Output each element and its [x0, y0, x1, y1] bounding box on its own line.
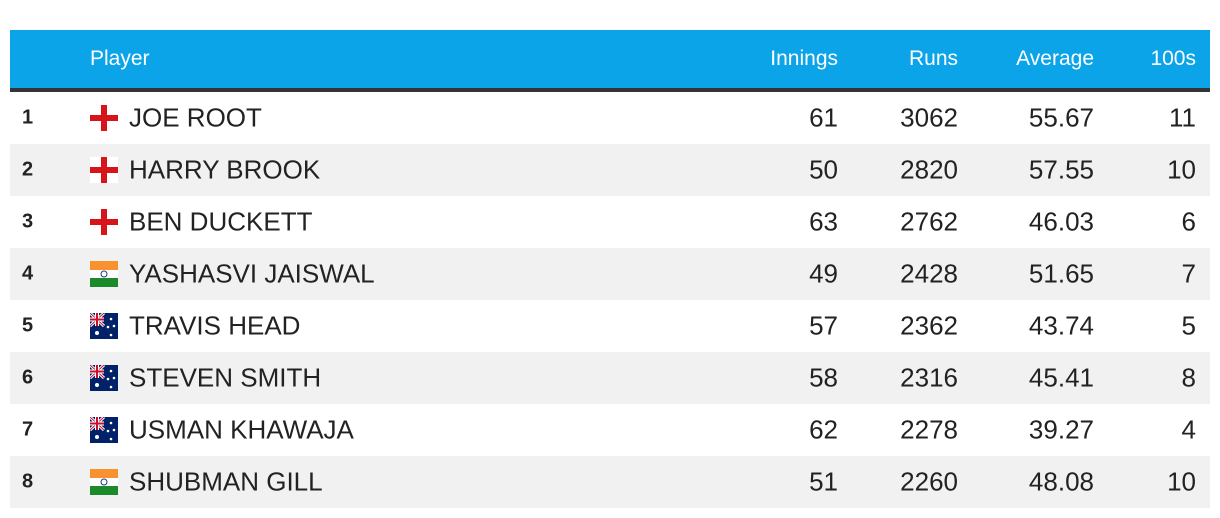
runs: 2820 [900, 154, 958, 185]
table-row: 6 STEVEN SMITH 58 2316 45.41 8 [10, 352, 1210, 404]
hundreds: 7 [1181, 258, 1196, 289]
flag-icon [90, 469, 118, 495]
hundreds: 8 [1181, 362, 1196, 393]
flag-icon [90, 105, 118, 131]
innings: 57 [809, 310, 838, 341]
average: 46.03 [1028, 206, 1094, 237]
runs: 2278 [900, 414, 958, 445]
hundreds: 10 [1167, 154, 1196, 185]
rank: 1 [22, 106, 34, 129]
header-cell: Player [90, 47, 150, 70]
player-name: JOE ROOT [129, 102, 262, 133]
table-body: 1 JOE ROOT 61 3062 55.67 11 2 HARRY BROOK 50 2820… [10, 92, 1210, 508]
table-row: 8 SHUBMAN GILL 51 2260 48.08 10 [10, 456, 1210, 508]
flag-icon [90, 313, 118, 339]
innings: 49 [809, 258, 838, 289]
rank: 4 [22, 262, 34, 285]
player-name: USMAN KHAWAJA [129, 414, 354, 445]
runs: 3062 [900, 102, 958, 133]
average: 55.67 [1028, 102, 1094, 133]
hundreds: 6 [1181, 206, 1196, 237]
innings: 51 [809, 466, 838, 497]
flag-icon [90, 417, 118, 443]
header-cell: Runs [908, 47, 958, 70]
runs: 2260 [900, 466, 958, 497]
player-name: STEVEN SMITH [129, 362, 322, 393]
innings: 63 [809, 206, 838, 237]
player-name: YASHASVI JAISWAL [129, 258, 375, 289]
table-row: 2 HARRY BROOK 50 2820 57.55 10 [10, 144, 1210, 196]
runs: 2362 [900, 310, 958, 341]
average: 51.65 [1028, 258, 1094, 289]
average: 45.41 [1028, 362, 1094, 393]
flag-icon [90, 365, 118, 391]
player-name: TRAVIS HEAD [129, 310, 301, 341]
table-row: 1 JOE ROOT 61 3062 55.67 11 [10, 92, 1210, 144]
player-name: HARRY BROOK [129, 154, 321, 185]
table-header: Player Innings Runs Average 100s [10, 30, 1210, 92]
table-row: 4 YASHASVI JAISWAL 49 2428 51.65 7 [10, 248, 1210, 300]
innings: 58 [809, 362, 838, 393]
table-row: 5 TRAVIS HEAD 57 2362 43.74 5 [10, 300, 1210, 352]
innings: 50 [809, 154, 838, 185]
rank: 5 [22, 314, 34, 337]
rank: 6 [22, 366, 34, 389]
rank: 3 [22, 210, 34, 233]
table-row: 3 BEN DUCKETT 63 2762 46.03 6 [10, 196, 1210, 248]
runs: 2316 [900, 362, 958, 393]
hundreds: 10 [1167, 466, 1196, 497]
table-row: 7 USMAN KHAWAJA 62 2278 39.27 4 [10, 404, 1210, 456]
innings: 61 [809, 102, 838, 133]
average: 43.74 [1028, 310, 1094, 341]
innings: 62 [809, 414, 838, 445]
rank: 2 [22, 158, 34, 181]
hundreds: 5 [1181, 310, 1196, 341]
runs: 2428 [900, 258, 958, 289]
header-cell: Innings [770, 47, 838, 70]
flag-icon [90, 209, 118, 235]
header-cell: 100s [1150, 47, 1196, 70]
stats-table: Player Innings Runs Average 100s 1 JOE RO… [10, 30, 1210, 508]
rank: 7 [22, 418, 34, 441]
average: 39.27 [1028, 414, 1094, 445]
flag-icon [90, 261, 118, 287]
player-name: BEN DUCKETT [129, 206, 313, 237]
hundreds: 4 [1181, 414, 1196, 445]
runs: 2762 [900, 206, 958, 237]
average: 48.08 [1028, 466, 1094, 497]
flag-icon [90, 157, 118, 183]
hundreds: 11 [1169, 102, 1196, 133]
average: 57.55 [1028, 154, 1094, 185]
rank: 8 [22, 470, 34, 493]
player-name: SHUBMAN GILL [129, 466, 323, 497]
header-cell: Average [1016, 47, 1094, 70]
